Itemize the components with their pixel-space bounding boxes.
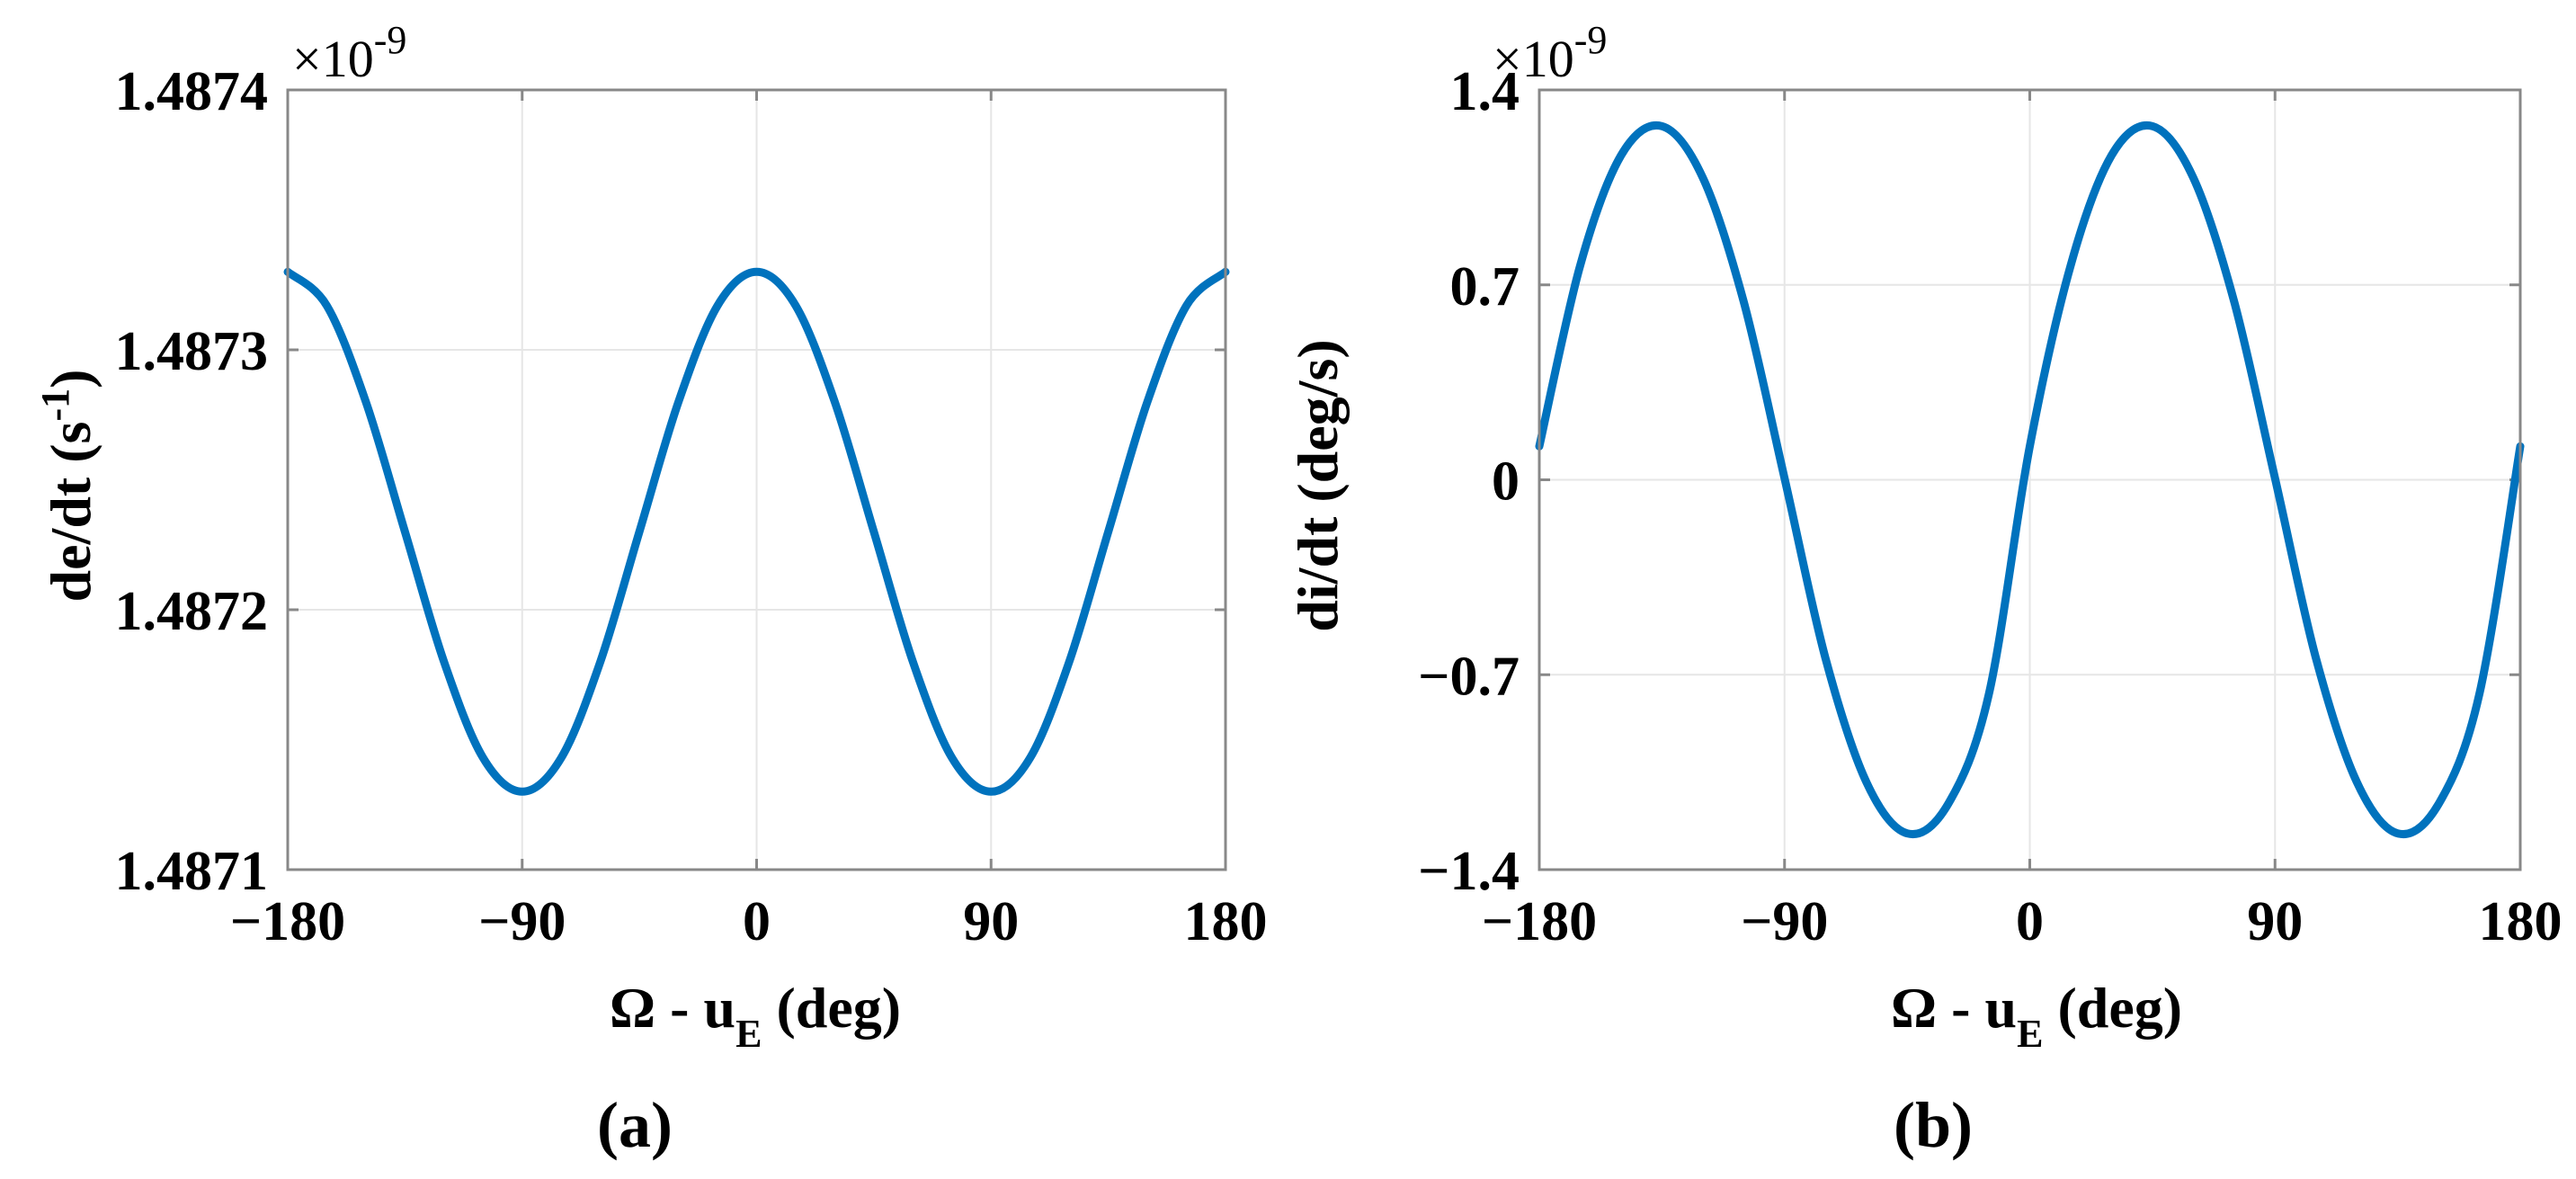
- y-axis-label: de/dt (s-1): [33, 370, 103, 603]
- axis-multiplier: ×10-9: [1493, 18, 1607, 88]
- chart-b: −180 −90 0 90 180 −1.4 −0.7 0 0.7 1.4 Ω - uE (deg)…: [1286, 18, 2563, 1161]
- x-tick-label: 90: [2247, 891, 2303, 952]
- x-tick-label: 0: [2016, 891, 2044, 952]
- x-tick-label: 180: [2479, 891, 2563, 952]
- x-tick-label: −90: [1741, 891, 1828, 952]
- y-tick-label: 0.7: [1450, 256, 1520, 317]
- y-tick-label: 1.4873: [115, 321, 269, 382]
- series-line: [283, 267, 1230, 796]
- x-axis-label: Ω - uE (deg): [1891, 976, 2182, 1056]
- y-tick-label: 1.4871: [115, 841, 269, 902]
- chart-a: −180 −90 0 90 180 1.4871 1.4872 1.4873 1.4874 Ω -…: [33, 18, 1268, 1161]
- y-tick-label: 0: [1492, 451, 1520, 513]
- axis-multiplier: ×10-9: [292, 18, 406, 88]
- y-tick-label: 1.4: [1450, 61, 1520, 122]
- x-tick-label: −180: [1482, 891, 1597, 952]
- y-tick-label: −0.7: [1418, 646, 1520, 707]
- axes-frame: [286, 88, 1227, 871]
- axes-frame: [1538, 88, 2522, 871]
- panel-label: (b): [1894, 1089, 1973, 1161]
- y-axis-label: di/dt (deg/s): [1286, 339, 1350, 631]
- x-tick-label: 90: [963, 891, 1019, 952]
- x-tick-label: 0: [743, 891, 771, 952]
- y-tick-label: 1.4874: [115, 61, 269, 122]
- x-axis-label: Ω - uE (deg): [610, 976, 901, 1056]
- panel-label: (a): [597, 1089, 673, 1161]
- y-tick-label: 1.4872: [115, 581, 269, 642]
- series-line: [1535, 121, 2525, 839]
- y-tick-label: −1.4: [1418, 841, 1520, 902]
- x-tick-label: 180: [1184, 891, 1268, 952]
- x-tick-label: −180: [230, 891, 345, 952]
- x-tick-label: −90: [478, 891, 566, 952]
